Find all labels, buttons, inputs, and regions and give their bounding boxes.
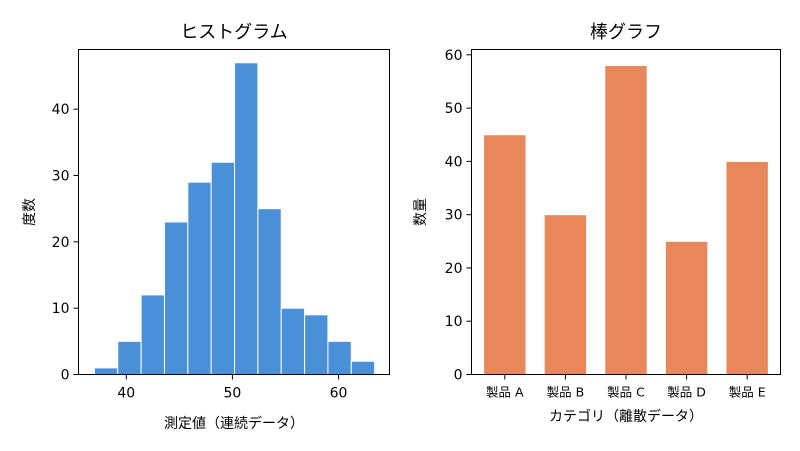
histogram-y-tick-label: 10 bbox=[52, 301, 70, 317]
bar-chart-y-tick-label: 50 bbox=[445, 101, 463, 117]
histogram-bar bbox=[327, 340, 352, 375]
histogram-y-axis-label: 度数 bbox=[22, 198, 38, 226]
bar-chart-y-tick-label: 0 bbox=[454, 368, 463, 384]
bar-chart-bar bbox=[483, 134, 527, 375]
histogram-y-tick-label: 40 bbox=[52, 102, 70, 118]
histogram-bar bbox=[93, 367, 119, 375]
bar-chart-x-tick-label: 製品 E bbox=[729, 385, 766, 400]
bar-chart-y-tick-label: 10 bbox=[445, 314, 463, 330]
bar-chart-x-ticks: 製品 A 製品 B 製品 C 製品 D 製品 E bbox=[486, 374, 766, 400]
bar-chart-x-tick-label: 製品 C bbox=[607, 385, 645, 400]
histogram-bar bbox=[210, 161, 236, 375]
histogram-bar bbox=[304, 314, 329, 375]
histogram-x-ticks: 40 50 60 bbox=[117, 374, 348, 402]
bar-chart-x-tick-label: 製品 B bbox=[547, 385, 585, 400]
bar-chart-bar bbox=[543, 214, 588, 375]
histogram-y-tick-label: 30 bbox=[52, 169, 70, 185]
bar-chart-x-axis-label: カテゴリ（離散データ） bbox=[549, 408, 703, 425]
histogram-bar bbox=[187, 181, 212, 375]
bar-chart-x-tick-label: 製品 A bbox=[486, 385, 524, 400]
bar-chart-bars bbox=[483, 64, 769, 375]
bar-chart-y-ticks: 0 10 20 30 40 50 60 bbox=[445, 48, 472, 384]
bar-chart-y-tick-label: 40 bbox=[445, 154, 463, 170]
bar-chart-bar bbox=[725, 160, 769, 375]
bar-chart-title: 棒グラフ bbox=[590, 22, 662, 43]
bar-chart-y-axis-label: 数量 bbox=[413, 198, 429, 226]
bar-chart-x-tick-label: 製品 D bbox=[667, 385, 706, 400]
histogram-bar bbox=[280, 307, 306, 375]
histogram-x-axis-label: 測定値（連続データ） bbox=[164, 415, 304, 432]
histogram-bars bbox=[93, 62, 376, 376]
histogram-y-ticks: 0 10 20 30 40 bbox=[52, 102, 79, 384]
histogram-title: ヒストグラム bbox=[180, 22, 287, 43]
histogram-bar bbox=[117, 340, 142, 375]
histogram-x-tick-label: 50 bbox=[223, 386, 241, 402]
histogram-bar bbox=[350, 360, 376, 375]
histogram-y-tick-label: 20 bbox=[52, 235, 70, 251]
bar-chart-y-tick-label: 30 bbox=[445, 208, 463, 224]
histogram-panel: ヒストグラム 40 50 60 0 10 20 30 40 測定値（連続データ） 度数 bbox=[22, 22, 390, 432]
histogram-x-tick-label: 60 bbox=[330, 386, 348, 402]
bar-chart-y-tick-label: 20 bbox=[445, 261, 463, 277]
histogram-x-tick-label: 40 bbox=[117, 386, 135, 402]
histogram-bar bbox=[140, 294, 165, 376]
bar-chart-bar bbox=[664, 240, 709, 375]
histogram-bar bbox=[234, 62, 259, 375]
histogram-bar bbox=[257, 208, 282, 375]
bar-chart-panel: 棒グラフ 製品 A 製品 B 製品 C 製品 D 製品 E 0102030405060 … bbox=[413, 22, 781, 425]
histogram-y-tick-label: 0 bbox=[61, 368, 70, 384]
histogram-bar bbox=[163, 221, 189, 375]
bar-chart-bar bbox=[604, 64, 648, 375]
histogram-frame bbox=[78, 49, 390, 375]
bar-chart-y-tick-label: 60 bbox=[445, 48, 463, 64]
